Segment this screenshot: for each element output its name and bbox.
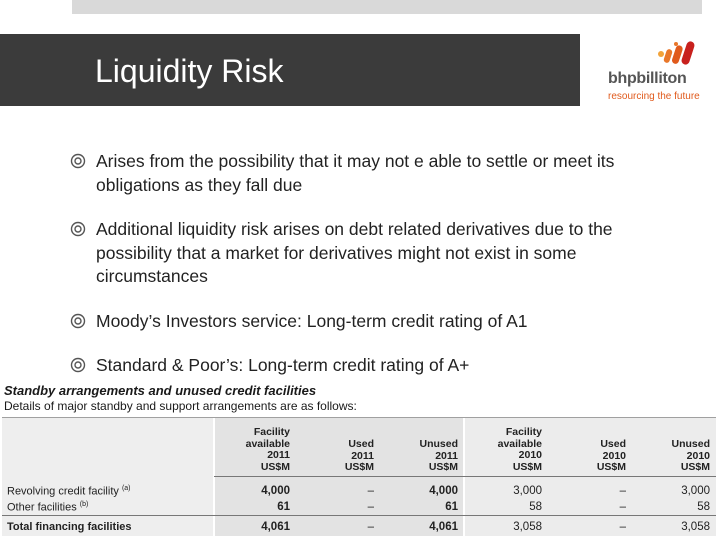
bullet-item: Additional liquidity risk arises on debt…: [70, 218, 690, 289]
cell: –: [619, 521, 626, 533]
top-decorative-strip: [72, 0, 702, 14]
title-bar: [0, 34, 580, 106]
bullet-text: Additional liquidity risk arises on debt…: [96, 219, 613, 286]
bullet-item: Arises from the possibility that it may …: [70, 150, 690, 197]
column-header: Facility available 2010 US$M: [497, 426, 542, 473]
cell: 58: [529, 501, 542, 513]
bullet-text: Arises from the possibility that it may …: [96, 151, 615, 195]
bullet-text: Standard & Poor’s: Long-term credit rati…: [96, 355, 470, 375]
cell: –: [619, 501, 626, 513]
cell: –: [367, 485, 374, 497]
logo-wordmark: bhpbilliton: [608, 70, 687, 87]
bullet-item: Moody’s Investors service: Long-term cre…: [70, 310, 528, 334]
table-header-band: [2, 418, 716, 478]
cell: 3,000: [513, 485, 542, 497]
bullet-text: Moody’s Investors service: Long-term cre…: [96, 311, 528, 331]
cell: 4,061: [261, 521, 290, 533]
table-subtitle: Details of major standby and support arr…: [4, 399, 357, 413]
row-label: Other facilities (b): [7, 501, 89, 514]
table-total-row: Total financing facilities 4,061 – 4,061…: [2, 519, 716, 537]
target-bullet-icon: [70, 221, 86, 237]
column-header: Unused 2011 US$M: [419, 438, 458, 473]
cell: 4,000: [429, 485, 458, 497]
column-header: Used 2010 US$M: [596, 438, 626, 473]
target-bullet-icon: [70, 153, 86, 169]
target-bullet-icon: [70, 357, 86, 373]
credit-facilities-table: Facility available 2011 US$M Used 2011 U…: [2, 417, 716, 540]
cell: 61: [277, 501, 290, 513]
slide-title: Liquidity Risk: [95, 53, 284, 89]
cell: 61: [445, 501, 458, 513]
row-label: Total financing facilities: [7, 521, 132, 533]
cell: 3,058: [513, 521, 542, 533]
table-row: Other facilities (b) 61 – 61 58 – 58: [2, 499, 716, 517]
cell: 3,000: [681, 485, 710, 497]
cell: –: [367, 501, 374, 513]
cell: 3,058: [681, 521, 710, 533]
bullet-item: Standard & Poor’s: Long-term credit rati…: [70, 354, 469, 378]
table-title: Standby arrangements and unused credit f…: [4, 383, 317, 398]
cell: 58: [697, 501, 710, 513]
column-header: Used 2011 US$M: [344, 438, 374, 473]
row-label: Revolving credit facility (a): [7, 485, 131, 498]
cell: –: [367, 521, 374, 533]
logo-mark-icon: [658, 41, 695, 65]
column-header: Facility available 2011 US$M: [245, 426, 290, 473]
cell: 4,000: [261, 485, 290, 497]
table-row: Revolving credit facility (a) 4,000 – 4,…: [2, 483, 716, 501]
table-body-band: [2, 478, 716, 536]
cell: 4,061: [429, 521, 458, 533]
target-bullet-icon: [70, 313, 86, 329]
cell: –: [619, 485, 626, 497]
column-header: Unused 2010 US$M: [671, 438, 710, 473]
logo-tagline: resourcing the future: [608, 91, 700, 102]
bhp-billiton-logo: bhpbilliton resourcing the future: [604, 38, 704, 108]
